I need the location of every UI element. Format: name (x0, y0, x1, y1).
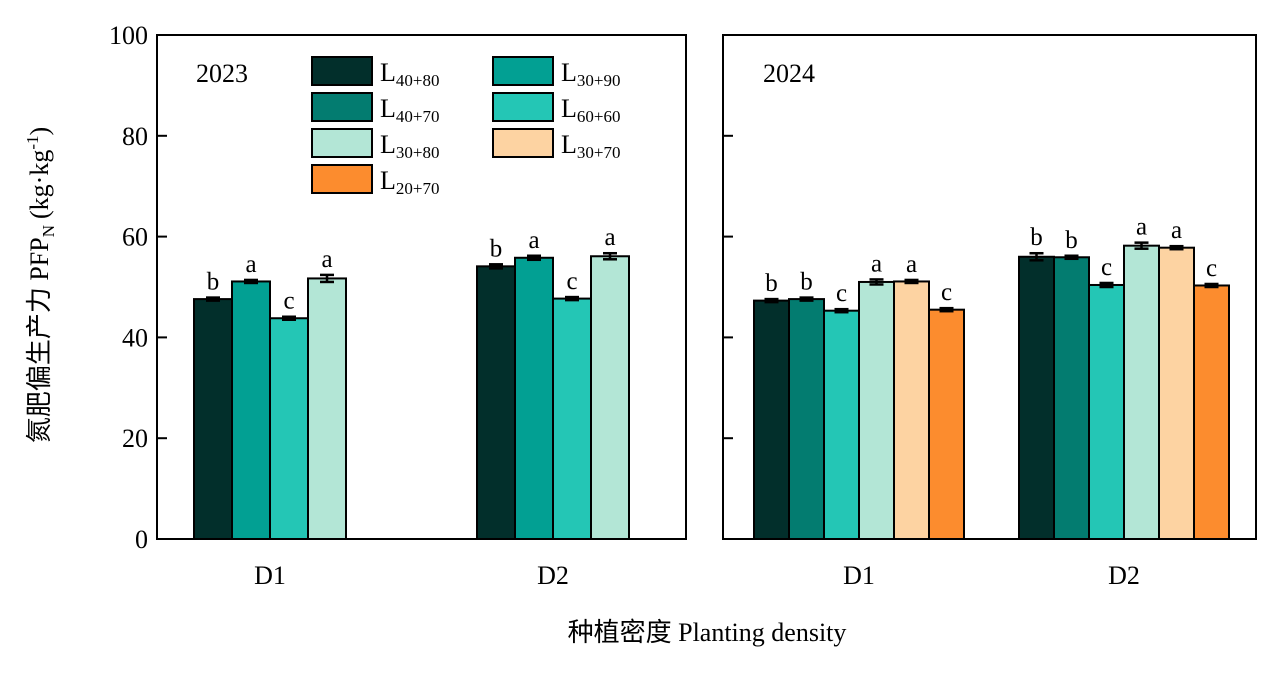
bar-D1-L60_60 (269, 317, 309, 540)
bar-D2-L30_80 (590, 255, 630, 540)
significance-label: c (1206, 255, 1217, 282)
legend-swatch-L60_60 (492, 92, 554, 122)
significance-label: a (321, 246, 332, 273)
y-tick-label: 20 (122, 424, 148, 453)
legend: L40+80 L30+90 L40+70 L60+60 L30+80 L30+70 L20+… (311, 56, 620, 198)
significance-label: a (604, 224, 615, 251)
bar-D1-L40_80 (753, 299, 790, 540)
significance-label: a (871, 250, 882, 277)
bar-D2-L30_90 (514, 256, 554, 540)
significance-label: b (1030, 224, 1043, 251)
legend-label-L20_70: L20+70 (380, 166, 439, 198)
bar-D1-L30_90 (231, 280, 271, 540)
legend-label-L40_70: L40+70 (380, 94, 439, 126)
bar-D1-L60_60 (823, 309, 860, 540)
significance-label: c (836, 280, 847, 307)
bar-D2-L30_70 (1158, 246, 1195, 541)
y-tick-label: 60 (122, 223, 148, 252)
bar-D2-L30_80 (1123, 244, 1160, 540)
y-tick-label: 0 (135, 525, 148, 554)
significance-label: c (941, 279, 952, 306)
y-axis-title-unit: (kg·kg (25, 150, 54, 219)
significance-label: b (490, 235, 503, 262)
bar-D2-L20_70 (1193, 284, 1230, 540)
y-axis-title: 氮肥偏生产力 PFPN (kg·kg-1) (23, 127, 58, 443)
significance-label: b (765, 270, 778, 297)
bar-D1-L30_70 (893, 280, 930, 540)
bar-D2-L40_70 (1053, 256, 1090, 540)
significance-label: c (1101, 254, 1112, 281)
x-category-label: D1 (843, 561, 875, 590)
x-category-label: D2 (1108, 561, 1140, 590)
bar-D1-L20_70 (928, 308, 965, 540)
y-axis-title-unit-close: ) (25, 127, 54, 136)
significance-label: a (906, 251, 917, 278)
x-category-label: D1 (254, 561, 286, 590)
significance-label: a (528, 227, 539, 254)
significance-label: b (800, 269, 813, 296)
significance-label: a (1171, 217, 1182, 244)
y-axis-title-main: 氮肥偏生产力 PFP (25, 237, 54, 443)
legend-label-L40_80: L40+80 (380, 58, 439, 90)
bar-D1-L40_70 (788, 298, 825, 541)
bar-D2-L60_60 (552, 297, 592, 541)
y-axis-title-sub: N (39, 225, 58, 237)
significance-label: a (1136, 214, 1147, 241)
x-axis-title: 种植密度 Planting density (568, 618, 847, 647)
legend-swatch-L40_80 (311, 56, 373, 86)
significance-label: b (1065, 227, 1078, 254)
bar-D1-L30_80 (858, 280, 895, 540)
y-tick-label: 40 (122, 323, 148, 352)
y-axis-title-unit-sup: -1 (23, 136, 42, 150)
panel-year-label: 2023 (196, 59, 248, 88)
legend-swatch-L30_90 (492, 56, 554, 86)
plot-frame (722, 34, 1257, 540)
bar-D2-L60_60 (1088, 283, 1125, 541)
legend-swatch-L30_80 (311, 128, 373, 158)
y-tick-label: 80 (122, 122, 148, 151)
legend-label-L30_70: L30+70 (561, 130, 620, 162)
significance-label: c (566, 268, 577, 295)
y-tick-label: 100 (109, 21, 148, 50)
significance-label: c (283, 288, 294, 315)
legend-label-L60_60: L60+60 (561, 94, 620, 126)
panel-year-label: 2024 (763, 59, 815, 88)
legend-swatch-L30_70 (492, 128, 554, 158)
legend-label-L30_90: L30+90 (561, 58, 620, 90)
bar-D2-L40_80 (1018, 255, 1055, 540)
legend-label-L30_80: L30+80 (380, 130, 439, 162)
legend-swatch-L20_70 (311, 164, 373, 194)
bar-D1-L30_80 (307, 277, 347, 540)
significance-label: a (245, 251, 256, 278)
bar-D1-L40_80 (193, 298, 233, 541)
legend-swatch-L40_70 (311, 92, 373, 122)
significance-label: b (207, 269, 220, 296)
x-category-label: D2 (537, 561, 569, 590)
bar-D2-L40_80 (476, 265, 516, 540)
plot-frame (156, 34, 687, 540)
